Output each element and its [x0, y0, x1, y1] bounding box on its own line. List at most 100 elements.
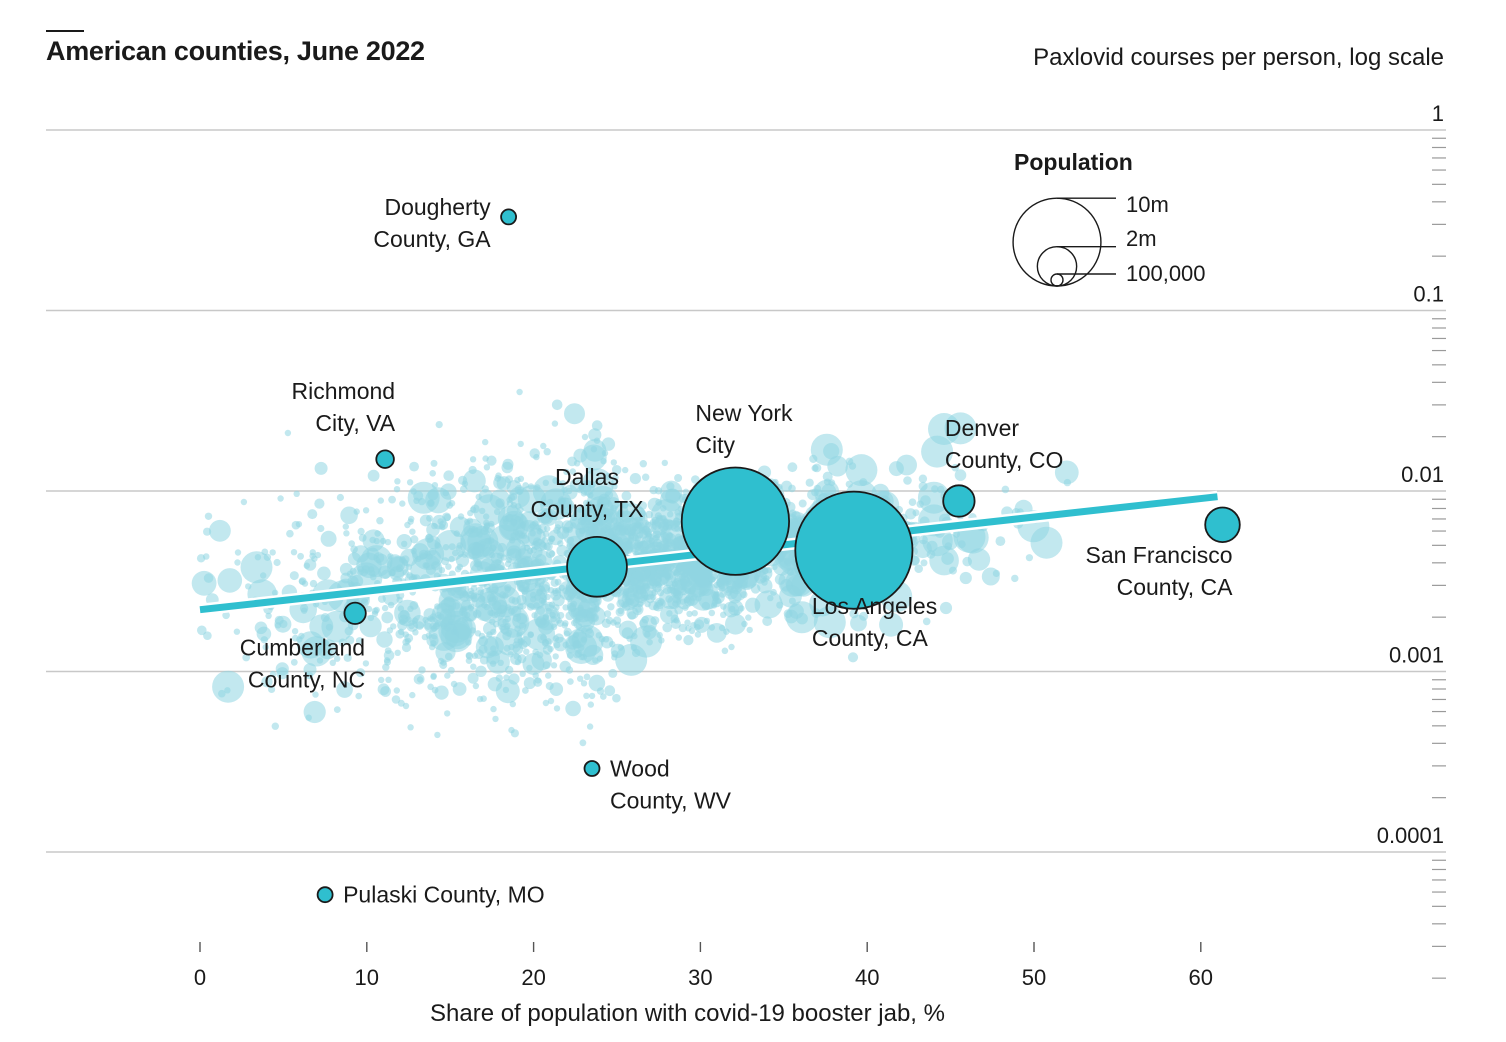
county-point [413, 673, 425, 685]
county-label: Denver County, CO [945, 415, 1063, 473]
county-point [691, 610, 698, 617]
county-point [486, 593, 496, 603]
county-point [469, 506, 477, 513]
county-point [770, 588, 777, 596]
county-point [427, 489, 439, 501]
county-point [656, 631, 663, 639]
county-point [903, 476, 912, 485]
county-point [612, 693, 621, 703]
county-point [356, 668, 366, 678]
x-axis-label: Share of population with covid-19 booste… [430, 1000, 945, 1027]
county-point [362, 660, 370, 667]
county-point [557, 540, 564, 547]
county-point [813, 606, 846, 639]
county-point [540, 634, 547, 641]
county-point [550, 578, 559, 587]
county-point [217, 568, 243, 593]
county-point [589, 613, 600, 623]
county-point [949, 566, 957, 575]
county-point [569, 468, 576, 475]
county-point [516, 612, 528, 625]
county-point [675, 634, 682, 641]
county-point [447, 666, 455, 674]
x-tick-label: 30 [688, 965, 712, 990]
county-point [472, 682, 480, 690]
x-tick-label: 10 [355, 965, 379, 990]
y-tick-labels: 1 0.1 0.01 0.001 0.0001 [1377, 101, 1444, 848]
county-point [265, 612, 272, 619]
county-point [312, 691, 319, 698]
county-point [533, 604, 561, 631]
county-point [767, 594, 774, 602]
county-point [590, 446, 598, 453]
county-point [314, 551, 322, 559]
x-tick-label: 20 [521, 965, 545, 990]
county-point [367, 469, 380, 482]
county-point [470, 663, 477, 670]
county-point [672, 595, 681, 604]
county-point [393, 486, 401, 493]
county-point [645, 531, 653, 538]
county-point [381, 611, 394, 624]
county-point [434, 685, 449, 700]
county-point [448, 543, 456, 551]
county-point [317, 566, 331, 581]
county-point [336, 681, 353, 698]
county-label: Wood County, WV [610, 756, 732, 814]
county-point [380, 537, 387, 545]
county-point [531, 612, 538, 619]
county-point [586, 723, 594, 730]
county-point [448, 555, 455, 563]
county-point [512, 528, 520, 536]
county-point [444, 672, 451, 679]
county-point [650, 594, 657, 601]
county-point [680, 583, 687, 591]
county-point [564, 403, 585, 425]
county-point [678, 623, 688, 633]
county-point [523, 677, 536, 690]
county-point [611, 465, 622, 475]
highlighted-county-point [343, 601, 367, 625]
county-point [587, 701, 594, 708]
county-point [445, 563, 452, 570]
county-point [373, 606, 380, 614]
county-point [615, 607, 625, 617]
county-point [260, 572, 267, 579]
county-label-line: County, CA [1117, 574, 1234, 600]
county-point [406, 479, 414, 486]
county-point [314, 461, 328, 475]
county-point [644, 631, 651, 638]
county-point [604, 685, 616, 697]
county-point [942, 533, 959, 551]
county-point [263, 553, 272, 561]
county-point [673, 517, 680, 524]
county-point [376, 631, 393, 648]
county-point [922, 617, 931, 626]
county-point [467, 587, 475, 595]
county-point [604, 490, 614, 500]
county-point [410, 535, 419, 544]
county-point [620, 510, 633, 523]
county-point [694, 631, 702, 638]
county-point [967, 548, 991, 571]
county-point [467, 672, 479, 684]
county-point [611, 483, 618, 490]
county-label-line: County, TX [531, 496, 644, 522]
county-point [457, 550, 464, 558]
county-point [847, 652, 859, 663]
county-label-line: County, NC [248, 666, 365, 692]
county-point [586, 496, 614, 524]
county-point [377, 497, 384, 504]
county-point [551, 399, 563, 411]
county-point [234, 559, 241, 566]
county-point [776, 601, 784, 609]
county-point [514, 562, 522, 570]
county-point [651, 589, 658, 596]
county-point [459, 485, 468, 494]
highlighted-county-point [316, 886, 334, 904]
county-point [551, 420, 559, 427]
county-point [549, 611, 556, 619]
county-point [746, 626, 753, 634]
county-point [622, 466, 629, 474]
county-point [850, 614, 867, 632]
